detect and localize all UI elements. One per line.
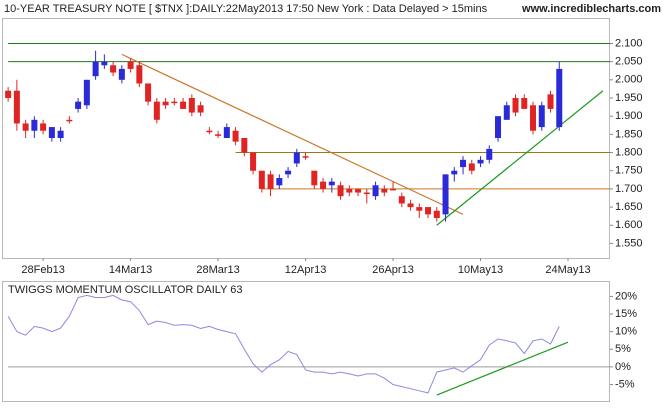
candle-body: [48, 127, 55, 138]
y-tick-label: 1.550: [615, 237, 643, 249]
y-tick-label: 2.000: [615, 74, 643, 86]
y-tick-label: 15%: [615, 308, 637, 320]
y-tick-label: -5%: [615, 378, 635, 390]
candle-body: [83, 79, 90, 106]
candle-body: [145, 83, 152, 102]
candle-body: [433, 210, 440, 218]
candle-body: [215, 134, 222, 136]
candle-body: [276, 178, 283, 186]
candle-body: [127, 61, 134, 69]
x-tick-label: 26Apr13: [372, 264, 414, 276]
candle-body: [241, 138, 248, 153]
candle-body: [442, 174, 449, 215]
candle-body: [398, 196, 405, 204]
candle-body: [197, 105, 204, 113]
oscillator-title: TWIGGS MOMENTUM OSCILLATOR DAILY 63: [8, 284, 243, 296]
trend-line: [121, 53, 464, 215]
candle-body: [512, 98, 519, 113]
candle-body: [556, 68, 563, 128]
candle-body: [521, 98, 528, 109]
candle-body: [75, 101, 82, 109]
candle-body: [5, 90, 12, 98]
chart-title: 10-YEAR TREASURY NOTE [ $TNX ]:DAILY:22M…: [4, 3, 488, 15]
candle-body: [372, 185, 379, 197]
candle-body: [92, 61, 99, 77]
candle-body: [425, 207, 432, 215]
candle-body: [337, 185, 344, 197]
candle-body: [162, 101, 169, 106]
candle-body: [328, 181, 335, 186]
candle-body: [363, 192, 370, 195]
x-tick-label: 24May13: [545, 264, 590, 276]
candle-body: [66, 119, 73, 122]
candle-body: [311, 170, 318, 186]
candle-body: [153, 101, 160, 120]
candle-body: [118, 68, 125, 80]
x-tick-label: 10May13: [458, 264, 503, 276]
candle-body: [13, 90, 20, 124]
y-tick-label: 0%: [615, 361, 631, 373]
y-tick-label: 2.100: [615, 37, 643, 49]
candle-body: [381, 188, 388, 193]
oscillator-line: [7, 294, 560, 394]
candle-body: [416, 207, 423, 211]
candle-body: [188, 98, 195, 113]
y-tick-label: 1.900: [615, 110, 643, 122]
y-tick-label: 10%: [615, 326, 637, 338]
candle-body: [547, 94, 554, 109]
candle-body: [486, 148, 493, 160]
candle-body: [40, 123, 47, 131]
y-tick-label: 1.950: [615, 92, 643, 104]
candle-body: [110, 65, 117, 73]
y-tick-label: 2.050: [615, 56, 643, 68]
candle-body: [180, 101, 187, 109]
y-tick-label: 1.800: [615, 146, 643, 158]
price-panel: [2, 18, 610, 259]
candle-body: [538, 105, 545, 128]
candle-body: [530, 105, 537, 131]
candle-body: [22, 123, 29, 131]
candle-body: [390, 188, 397, 191]
candle-body: [302, 156, 309, 158]
y-tick-label: 1.850: [615, 128, 643, 140]
candle-body: [285, 170, 292, 175]
candle-body: [57, 130, 64, 138]
candle-body: [31, 119, 38, 131]
candle-body: [468, 163, 475, 171]
trend-line: [436, 341, 569, 396]
candle-body: [293, 152, 300, 164]
candle-body: [206, 130, 213, 133]
candle-body: [477, 159, 484, 164]
candle-body: [346, 188, 353, 193]
site-name: www.incrediblecharts.com: [521, 3, 661, 15]
candle-body: [171, 101, 178, 104]
x-tick-label: 12Apr13: [285, 264, 327, 276]
candle-body: [320, 181, 327, 189]
candle-body: [101, 61, 108, 66]
candle-body: [407, 203, 414, 208]
x-tick-label: 28Feb13: [21, 264, 64, 276]
y-tick-label: 1.700: [615, 183, 643, 195]
trend-line: [436, 90, 604, 226]
x-tick-label: 28Mar13: [196, 264, 239, 276]
candle-body: [258, 170, 265, 189]
candle-body: [232, 130, 239, 142]
candle-body: [250, 152, 257, 171]
y-tick-label: 20%: [615, 290, 637, 302]
oscillator-panel: [2, 281, 610, 402]
candle-body: [267, 174, 274, 189]
y-tick-label: 5%: [615, 343, 631, 355]
candle-body: [136, 65, 143, 84]
candle-body: [451, 170, 458, 175]
candle-body: [495, 116, 502, 138]
candle-body: [460, 159, 467, 168]
y-tick-label: 1.650: [615, 201, 643, 213]
candle-body: [223, 127, 230, 138]
y-tick-label: 1.750: [615, 165, 643, 177]
x-tick-label: 14Mar13: [109, 264, 152, 276]
candle-body: [503, 105, 510, 120]
y-tick-label: 1.600: [615, 219, 643, 231]
candle-body: [355, 188, 362, 193]
